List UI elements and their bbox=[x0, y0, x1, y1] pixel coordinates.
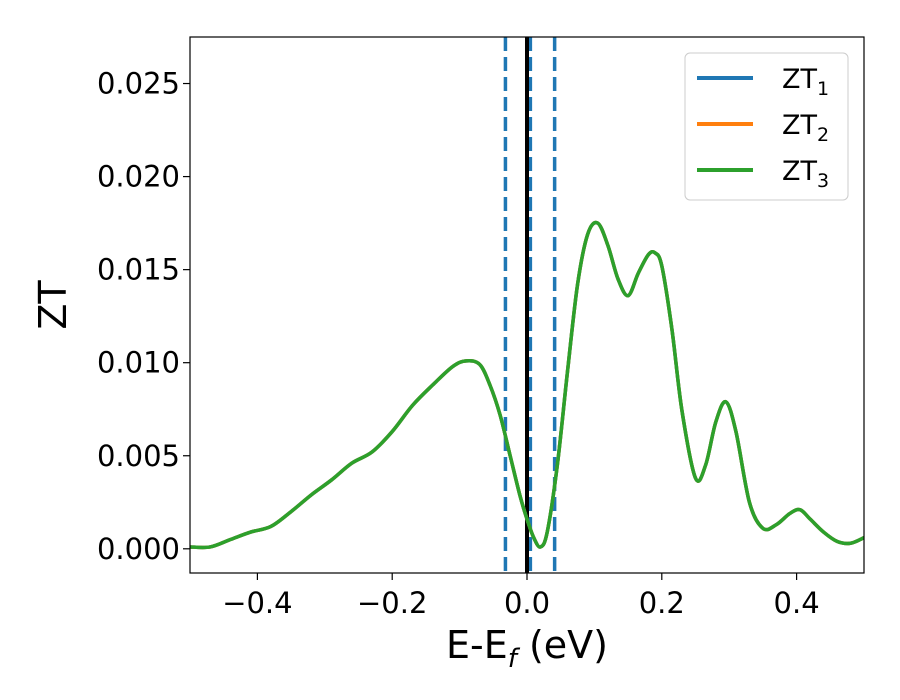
x-tick-label: −0.4 bbox=[222, 586, 292, 620]
legend-label: ZT2 bbox=[782, 110, 829, 146]
legend-label: ZT1 bbox=[782, 64, 829, 100]
legend-box bbox=[684, 52, 849, 201]
x-axis-label-unit: (eV) bbox=[517, 623, 608, 667]
y-tick-label: 0.005 bbox=[97, 439, 180, 473]
x-tick-label: 0.4 bbox=[774, 586, 820, 620]
y-tick-label: 0.025 bbox=[97, 67, 180, 101]
legend-label-subscript: 3 bbox=[817, 170, 829, 192]
x-tick-label: 0.2 bbox=[639, 586, 685, 620]
y-axis: 0.000 0.005 0.010 0.015 0.020 0.025 bbox=[97, 67, 190, 566]
legend-label-main: ZT bbox=[782, 64, 817, 95]
x-tick-label: 0.0 bbox=[504, 586, 550, 620]
series-line-3 bbox=[190, 220, 864, 550]
legend-label-main: ZT bbox=[782, 156, 817, 187]
x-axis-label: E-Ef (eV) bbox=[446, 623, 608, 674]
x-axis-label-main: E-E bbox=[446, 623, 508, 667]
y-tick-label: 0.010 bbox=[97, 346, 180, 380]
y-tick-label: 0.015 bbox=[97, 253, 180, 287]
legend-label-subscript: 1 bbox=[817, 78, 829, 100]
legend-label-main: ZT bbox=[782, 110, 817, 141]
y-tick-label: 0.020 bbox=[97, 160, 180, 194]
legend-label-subscript: 2 bbox=[817, 124, 829, 146]
series-lines bbox=[190, 220, 864, 550]
x-tick-label: −0.2 bbox=[357, 586, 427, 620]
x-axis: −0.4 −0.2 0.0 0.2 0.4 bbox=[222, 573, 820, 620]
legend-label: ZT3 bbox=[782, 156, 829, 192]
y-tick-label: 0.000 bbox=[97, 532, 180, 566]
y-axis-label: ZT bbox=[31, 280, 75, 330]
